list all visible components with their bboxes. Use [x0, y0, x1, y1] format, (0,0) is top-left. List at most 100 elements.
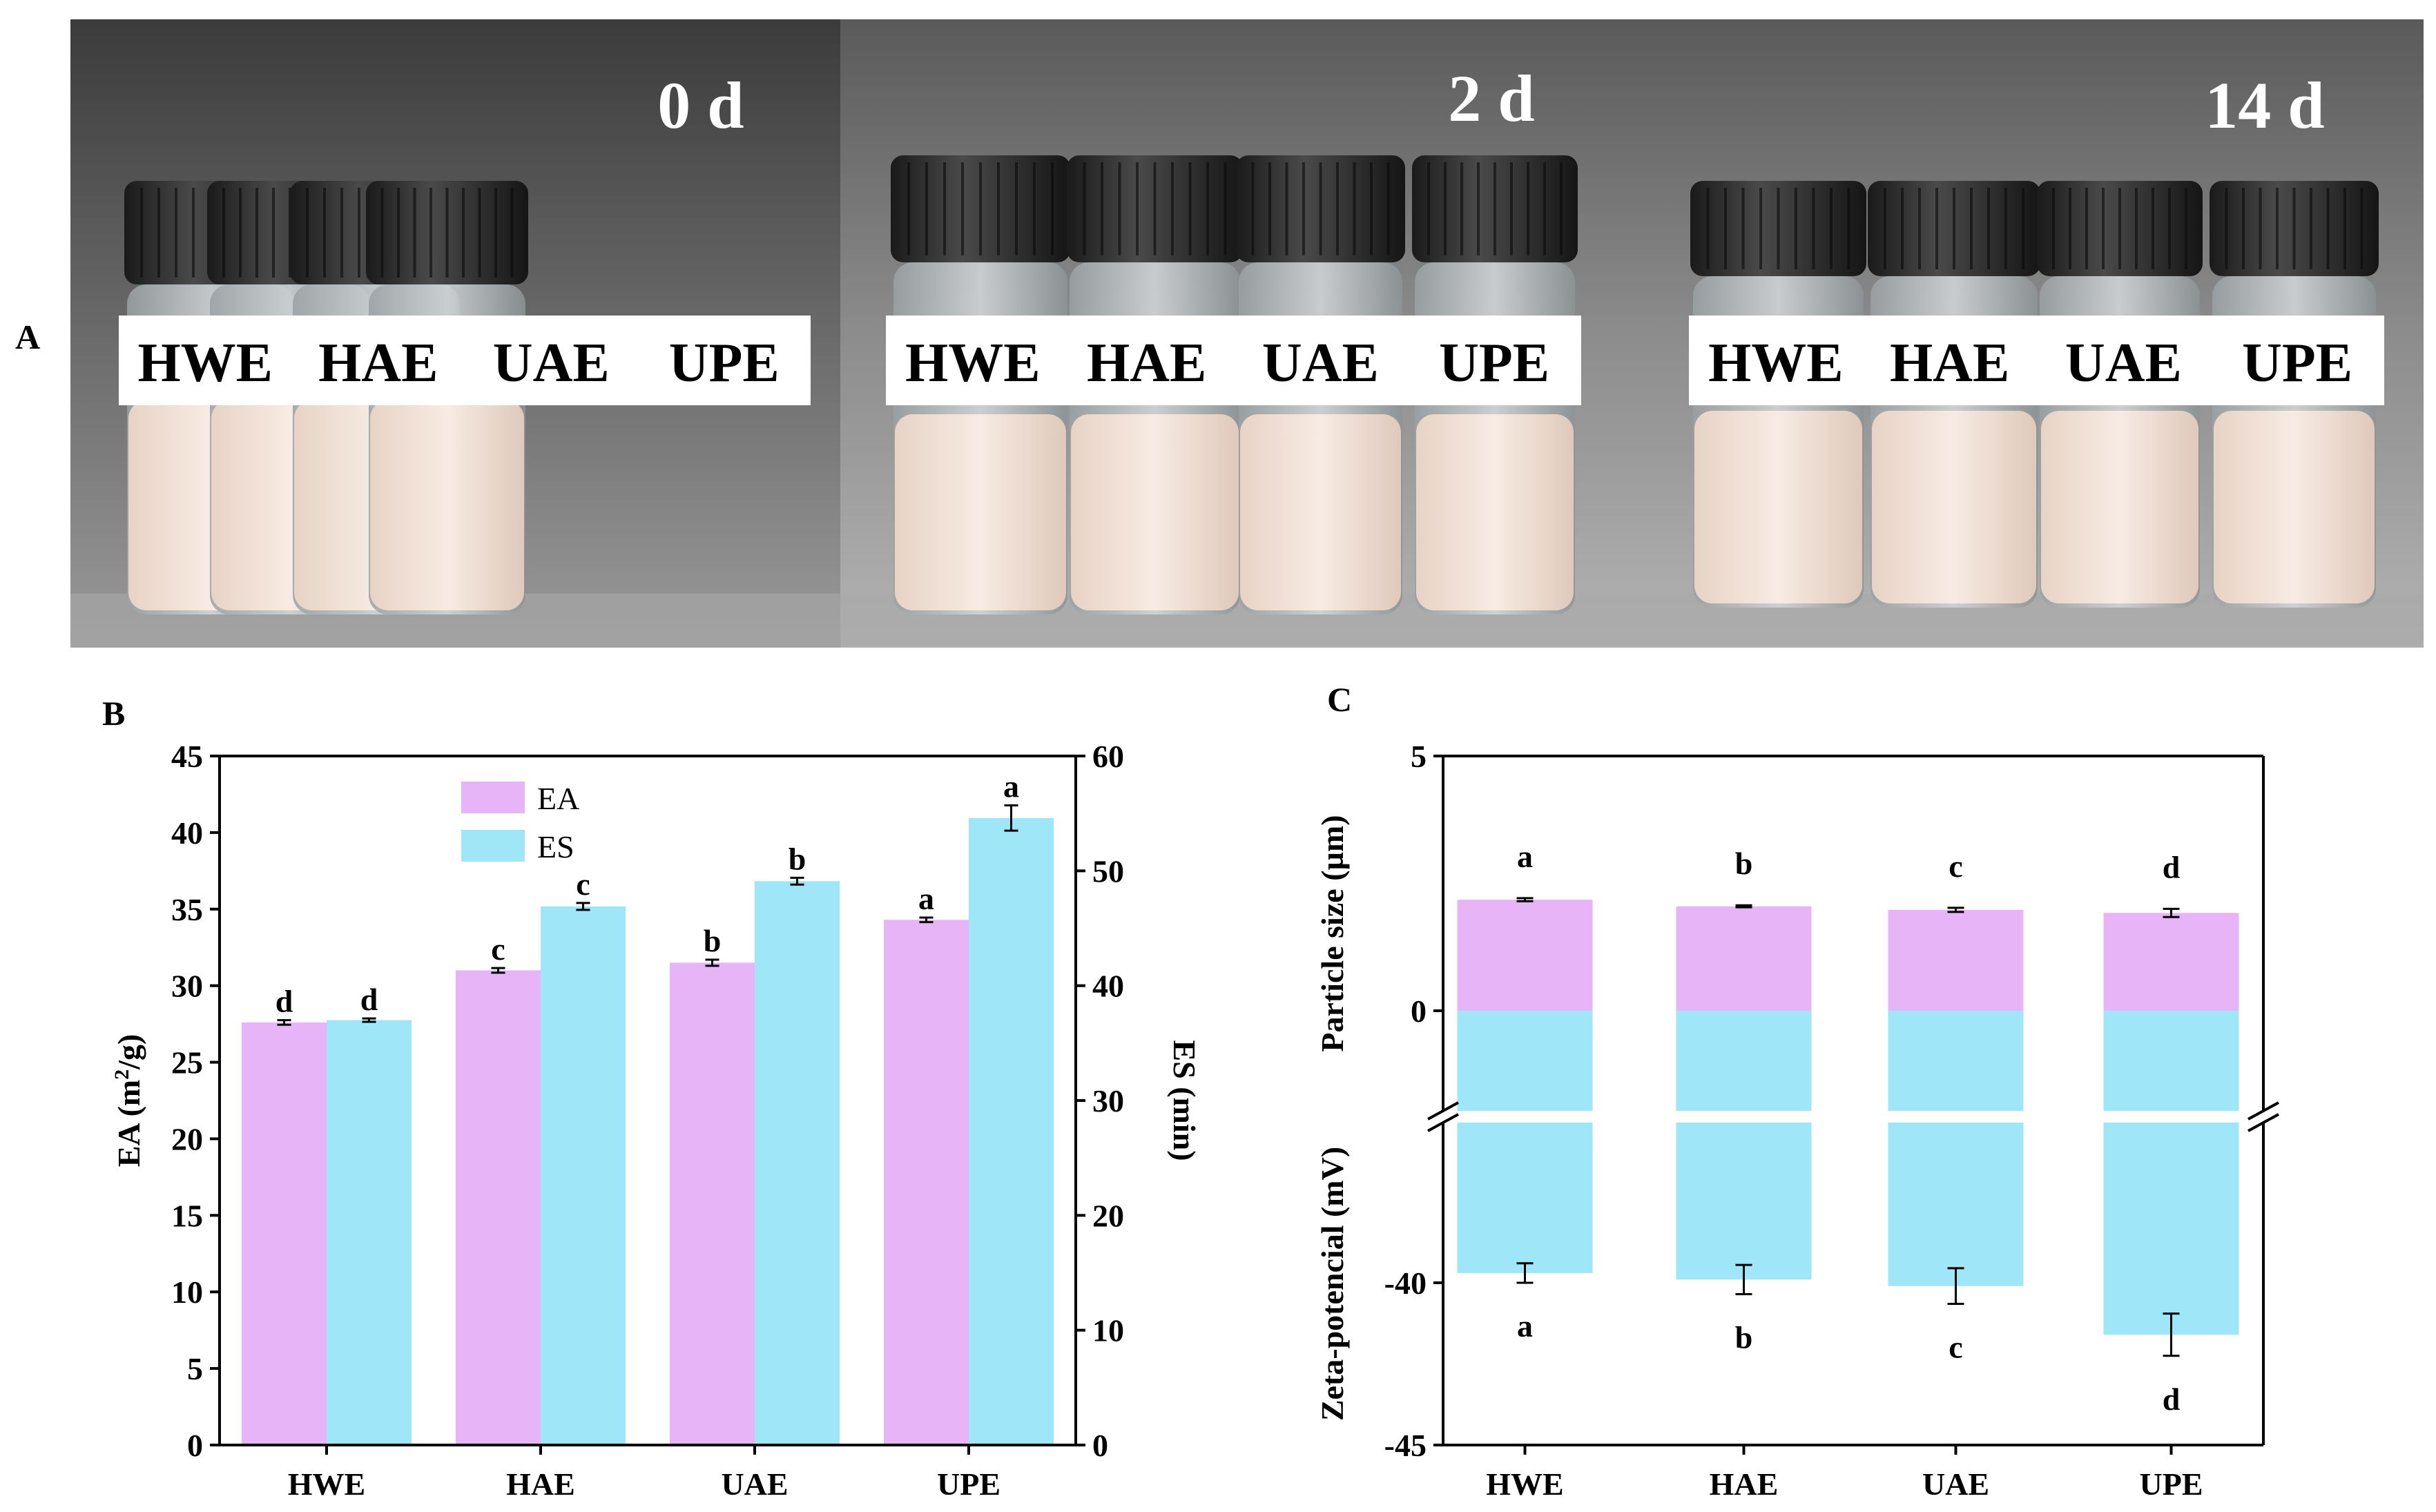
x-tick-label: UPE	[937, 1466, 1000, 1502]
y-tick-label: 25	[171, 1045, 203, 1080]
significance-letter: b	[1735, 846, 1753, 881]
vial-label: UAE	[1262, 333, 1379, 394]
photo-strip: HWE HAE UAE UPE 0 d HWE HAE UAE UPE 2 d HWE HAE UAE U…	[70, 19, 2424, 648]
vial-emulsion	[1071, 414, 1239, 610]
panel-letter-c: C	[1327, 680, 1352, 719]
panel-letter-a: A	[15, 318, 40, 356]
legend-label-ea: EA	[537, 781, 579, 816]
significance-letter: c	[1949, 1330, 1962, 1365]
bar-particle-size-hae	[1676, 906, 1812, 1011]
chart-b: d d HWE c c HAE b b UAE a a UPE 0 5 10 15 20 25 30 35 40 45 0 1…	[110, 739, 1202, 1502]
y-tick-label: 0	[187, 1428, 203, 1463]
significance-letter: a	[1517, 839, 1533, 874]
y-axis-label-sup: 2	[110, 1069, 133, 1080]
significance-letter: d	[2163, 849, 2181, 884]
bar-zeta-upper-hwe	[1457, 1011, 1593, 1111]
vial-emulsion	[370, 400, 524, 610]
x-tick-label: HAE	[506, 1466, 575, 1502]
bar-es-hae	[541, 906, 626, 1445]
vial-label: UAE	[2065, 333, 2182, 394]
y-tick-label: 15	[171, 1198, 203, 1233]
y-tick-label: -40	[1384, 1266, 1427, 1301]
vial-label: HAE	[1890, 333, 2009, 394]
significance-letter: b	[1735, 1319, 1753, 1355]
bar-zeta-upper-hae	[1676, 1011, 1812, 1111]
significance-letter: c	[1949, 849, 1962, 884]
y2-tick-label: 40	[1092, 969, 1124, 1004]
axis-break-mark	[1427, 1101, 1459, 1121]
vial-label: UPE	[669, 333, 780, 394]
y-tick-label: -45	[1384, 1428, 1427, 1463]
y2-tick-label: 10	[1092, 1313, 1124, 1348]
significance-letter: a	[1517, 1308, 1533, 1344]
day-label: 14 d	[2205, 68, 2324, 142]
significance-letter: c	[576, 866, 590, 902]
panel-letter-b: B	[102, 694, 125, 733]
day-label: 2 d	[1448, 61, 1534, 135]
legend-label-es: ES	[537, 829, 574, 864]
bar-es-hwe	[327, 1020, 412, 1445]
y-axis-label-part: /g)	[111, 1034, 146, 1070]
significance-letter: d	[276, 984, 293, 1019]
photo-2d: HWE HAE UAE UPE 2 d	[840, 19, 1631, 648]
vial-label: UPE	[1439, 333, 1549, 394]
bar-zeta-lower-hwe	[1457, 1123, 1593, 1273]
legend-swatch-ea	[461, 782, 525, 813]
vial-emulsion	[1416, 414, 1574, 610]
y-axis-label-top: Particle size (µm)	[1315, 815, 1350, 1051]
y-tick-label: 5	[1411, 739, 1427, 774]
photo-0d: HWE HAE UAE UPE 0 d	[70, 19, 840, 648]
vial-label: HAE	[318, 333, 438, 394]
bar-particle-size-upe	[2103, 913, 2239, 1011]
y-tick-label: 40	[171, 815, 203, 851]
y-axis-label-part: EA (m	[111, 1080, 146, 1167]
vial-emulsion	[1240, 414, 1401, 610]
significance-letter: a	[1003, 769, 1019, 804]
vial-emulsion	[1872, 411, 2036, 603]
y2-axis-label: ES (min)	[1167, 1040, 1202, 1161]
significance-letter: d	[2163, 1382, 2181, 1417]
x-tick-label: UAE	[1922, 1466, 1989, 1502]
significance-letter: d	[360, 982, 378, 1017]
axis-break-mark	[2248, 1113, 2279, 1132]
bar-ea-upe	[884, 920, 969, 1445]
bar-es-uae	[755, 881, 840, 1445]
y-tick-label: 10	[171, 1274, 203, 1310]
vial-emulsion	[2214, 411, 2375, 603]
y2-tick-label: 60	[1092, 739, 1124, 774]
vial-label: UAE	[493, 333, 610, 394]
vial-label: HWE	[1708, 333, 1844, 394]
y2-tick-label: 50	[1092, 853, 1124, 889]
vial-emulsion	[2041, 411, 2198, 603]
y-tick-label: 30	[171, 969, 203, 1004]
label-band	[1689, 316, 2384, 405]
significance-letter: b	[704, 923, 722, 958]
axis-break-mark	[1427, 1113, 1459, 1132]
vial-label: HWE	[905, 333, 1041, 394]
y-axis-label-bottom: Zeta-potencial (mV)	[1315, 1147, 1350, 1421]
bar-zeta-lower-hae	[1676, 1123, 1812, 1280]
vial-label: HWE	[137, 333, 273, 394]
significance-letter: c	[491, 931, 505, 967]
x-tick-label: HWE	[288, 1466, 365, 1502]
x-tick-label: HAE	[1710, 1466, 1779, 1502]
significance-letter: b	[789, 841, 806, 876]
y2-tick-label: 20	[1092, 1198, 1124, 1233]
bar-zeta-lower-uae	[1888, 1123, 2024, 1286]
significance-letter: a	[918, 881, 934, 916]
y-tick-label: 35	[171, 892, 203, 927]
x-tick-label: UPE	[2140, 1466, 2203, 1502]
vial-label: HAE	[1087, 333, 1206, 394]
label-band	[886, 316, 1581, 405]
vial-label: UPE	[2242, 333, 2352, 394]
bar-ea-hae	[456, 970, 541, 1445]
x-tick-label: UAE	[721, 1466, 788, 1502]
axis-break-mark	[2248, 1101, 2279, 1121]
y2-tick-label: 0	[1092, 1428, 1108, 1463]
chart-c: a a HWE b b HAE c c UAE d d UPE 5 0 -40 -45 Particle siz…	[1315, 739, 2279, 1502]
bar-zeta-lower-upe	[2103, 1123, 2239, 1335]
bar-particle-size-hwe	[1457, 900, 1593, 1011]
y2-tick-label: 30	[1092, 1083, 1124, 1118]
y-tick-label: 5	[187, 1351, 203, 1386]
bar-es-upe	[969, 817, 1054, 1445]
